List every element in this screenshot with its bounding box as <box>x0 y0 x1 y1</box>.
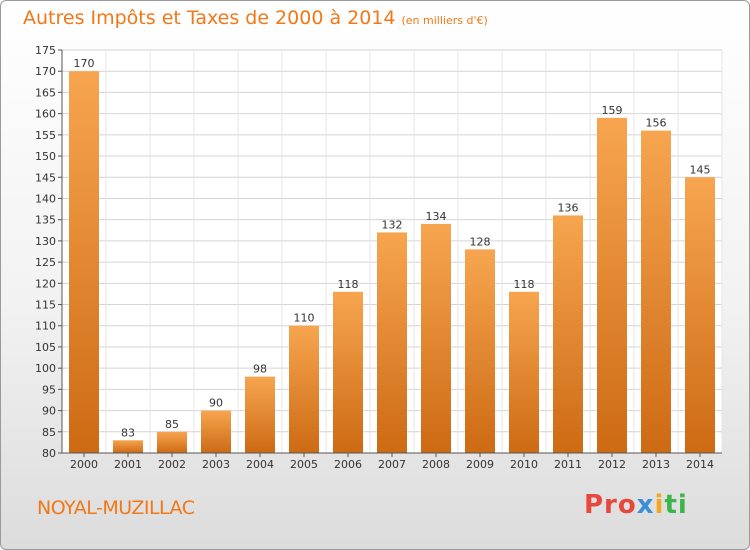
x-tick-label: 2009 <box>466 458 494 471</box>
bar <box>421 223 451 453</box>
chart-title-text: Autres Impôts et Taxes de 2000 à 2014 <box>23 7 396 29</box>
y-tick-label: 85 <box>42 426 56 439</box>
y-tick-label: 170 <box>35 65 56 78</box>
logo-part: ti <box>664 490 688 520</box>
y-tick-label: 95 <box>42 383 56 396</box>
chart-subtitle: (en milliers d'€) <box>401 14 488 27</box>
data-label: 118 <box>514 278 535 291</box>
y-tick-label: 165 <box>35 86 56 99</box>
y-tick-label: 110 <box>35 320 56 333</box>
axes: 80 85 90 95 100 105 110 115 120 125 130 135 140 145 15… <box>35 44 722 471</box>
x-tick-label: 2008 <box>422 458 450 471</box>
x-tick-label: 2013 <box>642 458 670 471</box>
y-tick-label: 105 <box>35 341 56 354</box>
x-tick-label: 2006 <box>334 458 362 471</box>
x-tick-label: 2007 <box>378 458 406 471</box>
data-label: 98 <box>253 363 267 376</box>
chart-title: Autres Impôts et Taxes de 2000 à 2014 (en… <box>23 7 488 29</box>
bar <box>245 376 275 453</box>
y-tick-label: 155 <box>35 129 56 142</box>
bar <box>553 215 583 453</box>
data-label: 128 <box>470 235 491 248</box>
data-label: 136 <box>558 201 579 214</box>
bar <box>597 117 627 453</box>
logo-part: Pro <box>584 490 637 520</box>
x-tick-label: 2012 <box>598 458 626 471</box>
bar <box>465 249 495 453</box>
y-tick-label: 145 <box>35 171 56 184</box>
data-label: 159 <box>602 104 623 117</box>
bar <box>685 177 715 453</box>
data-label: 134 <box>426 210 447 223</box>
data-label: 90 <box>209 397 223 410</box>
x-tick-label: 2000 <box>70 458 98 471</box>
y-tick-label: 80 <box>42 447 56 460</box>
data-label: 156 <box>646 117 667 130</box>
bar <box>69 71 99 454</box>
x-tick-label: 2011 <box>554 458 582 471</box>
commune-name: NOYAL-MUZILLAC <box>37 497 195 519</box>
x-tick-label: 2005 <box>290 458 318 471</box>
bar <box>157 431 187 453</box>
y-tick-label: 175 <box>35 44 56 57</box>
bar <box>641 130 671 453</box>
x-tick-label: 2014 <box>686 458 714 471</box>
data-label: 83 <box>121 426 135 439</box>
data-label: 170 <box>74 57 95 70</box>
data-label: 85 <box>165 418 179 431</box>
logo-part: i <box>654 490 665 520</box>
bar <box>377 232 407 453</box>
y-tick-label: 120 <box>35 277 56 290</box>
y-tick-label: 130 <box>35 235 56 248</box>
bar <box>289 325 319 453</box>
proxiti-logo: Proxiti <box>584 490 688 520</box>
data-label: 132 <box>382 218 403 231</box>
y-tick-label: 135 <box>35 214 56 227</box>
x-tick-label: 2001 <box>114 458 142 471</box>
data-label: 110 <box>294 312 315 325</box>
bar <box>201 410 231 453</box>
bar <box>509 291 539 453</box>
y-tick-label: 160 <box>35 108 56 121</box>
y-tick-label: 100 <box>35 362 56 375</box>
x-tick-label: 2010 <box>510 458 538 471</box>
y-tick-label: 115 <box>35 299 56 312</box>
x-tick-label: 2002 <box>158 458 186 471</box>
data-label: 145 <box>690 163 711 176</box>
logo-part: x <box>636 490 655 520</box>
bar <box>333 291 363 453</box>
y-tick-label: 150 <box>35 150 56 163</box>
y-tick-label: 140 <box>35 192 56 205</box>
x-tick-label: 2004 <box>246 458 274 471</box>
y-tick-label: 90 <box>42 405 56 418</box>
y-tick-label: 125 <box>35 256 56 269</box>
bars: 170 83 85 90 98 110 118 132 134 128 118 136 159 156 14… <box>69 57 715 454</box>
data-label: 118 <box>338 278 359 291</box>
bar <box>113 440 143 453</box>
x-tick-label: 2003 <box>202 458 230 471</box>
